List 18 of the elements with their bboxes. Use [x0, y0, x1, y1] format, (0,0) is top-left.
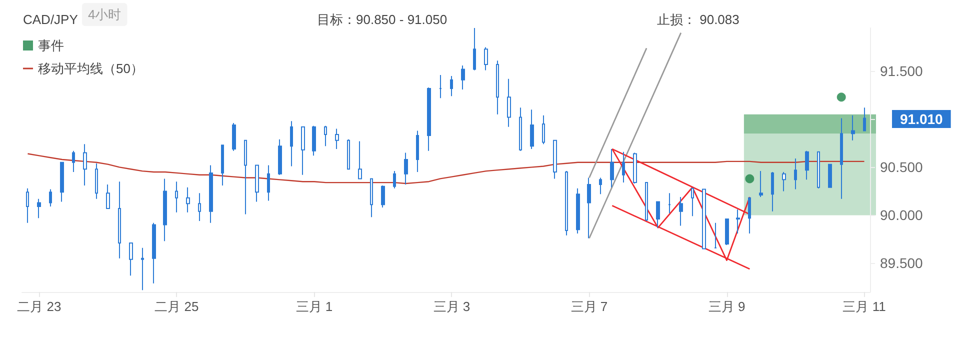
x-tick-label: 二月 25	[154, 299, 199, 314]
y-tick-label: 89.500	[880, 255, 924, 272]
chart-subtitle: 4小时	[88, 7, 122, 22]
y-tick-label: 90.000	[880, 207, 924, 224]
x-tick-label: 三月 1	[296, 299, 333, 314]
text: 91.010	[900, 111, 944, 127]
legend-label: 移动平均线（50）	[38, 61, 144, 76]
legend-label: 事件	[38, 38, 64, 53]
text: 止损： 90.083	[657, 12, 740, 27]
y-tick-label: 91.500	[880, 63, 924, 80]
y-tick-label: 90.500	[880, 159, 924, 176]
x-tick-label: 三月 7	[570, 299, 608, 314]
text: 目标：90.850 - 91.050	[317, 12, 448, 27]
x-tick-label: 二月 23	[17, 299, 62, 314]
x-tick-label: 三月 11	[842, 299, 886, 314]
chart-title: CAD/JPY	[23, 12, 78, 27]
x-tick-label: 三月 3	[433, 299, 470, 314]
x-tick-label: 三月 9	[708, 299, 746, 314]
